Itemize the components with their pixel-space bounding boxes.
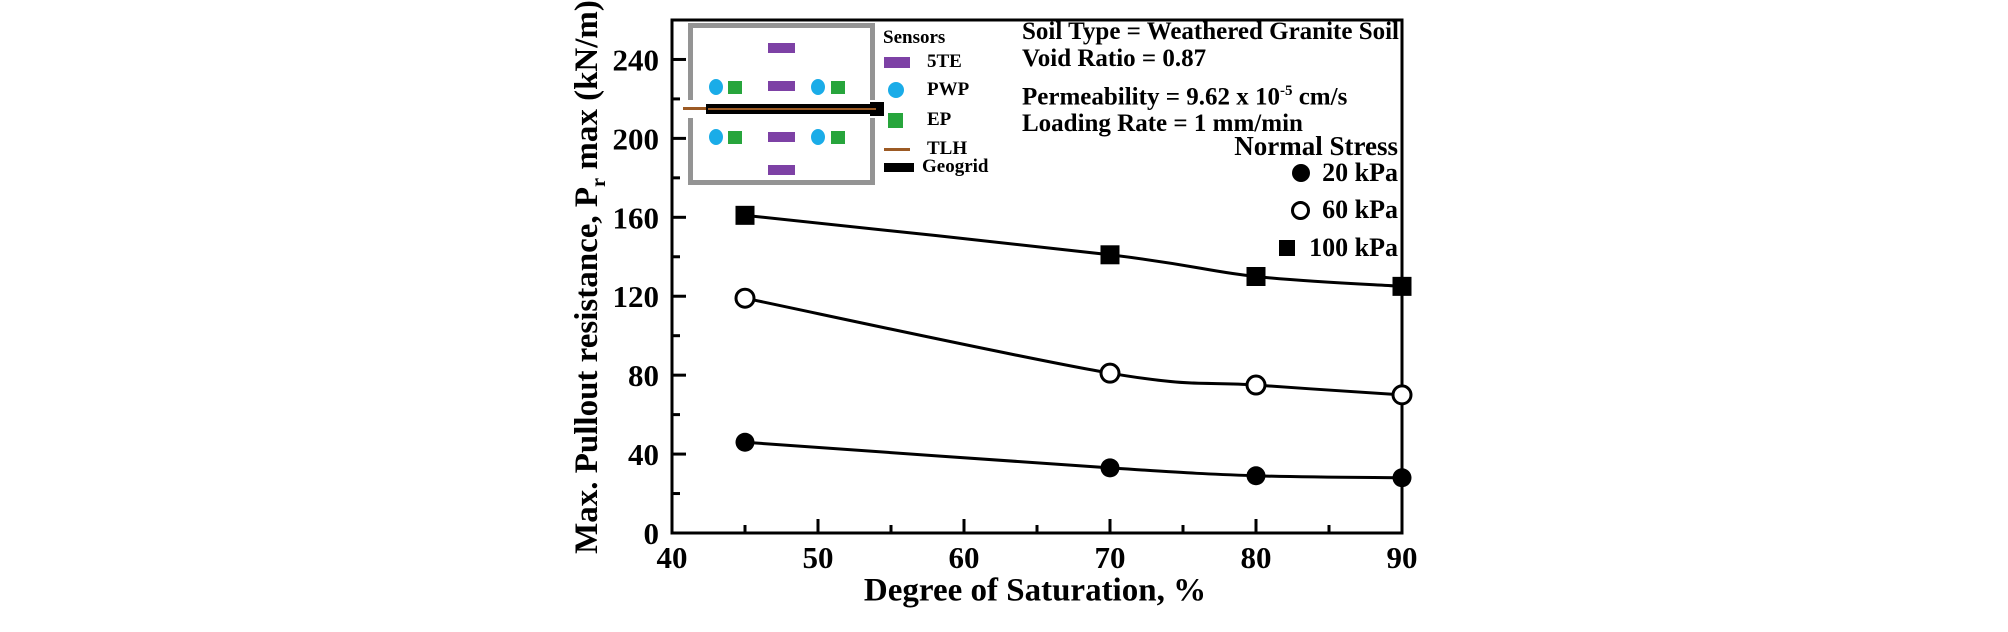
y-axis-label-subscript: r	[587, 177, 610, 187]
x-tick-label: 50	[803, 540, 834, 575]
sensor-legend-label: PWP	[927, 79, 970, 100]
soil-type-text: Soil Type = Weathered Granite Soil	[1022, 18, 1400, 45]
pwp-sensor-icon	[709, 129, 723, 145]
5te-sensor-icon	[768, 132, 795, 142]
filled-circle-marker	[1100, 458, 1120, 478]
series-20-kpa	[735, 432, 1412, 488]
y-tick-label: 40	[628, 437, 659, 472]
filled-square-marker	[1100, 245, 1120, 265]
pwp-sensor-icon	[709, 79, 723, 95]
series-60-kpa	[734, 287, 1413, 406]
series-100-kpa	[735, 205, 1412, 296]
series-line	[744, 440, 1403, 480]
x-tick-label: 80	[1241, 540, 1272, 575]
filled-circle-marker	[1392, 468, 1412, 488]
x-tick-label: 90	[1387, 540, 1418, 575]
y-tick-label: 0	[644, 516, 660, 551]
legend-label: 60 kPa	[1322, 195, 1398, 224]
purple-rect-icon	[884, 56, 910, 68]
x-tick-label: 60	[949, 540, 980, 575]
filled-circle-icon	[1292, 164, 1311, 182]
exponent: -5	[1279, 83, 1293, 99]
filled-square-marker	[735, 205, 755, 225]
geogrid-end-clamp-icon	[870, 102, 884, 116]
normal-stress-legend-title: Normal Stress	[1234, 131, 1398, 161]
legend-label: 100 kPa	[1309, 233, 1398, 262]
legend-item-20kpa: 20 kPa	[1292, 158, 1398, 187]
sensors-legend-title: Sensors	[883, 27, 946, 48]
legend-item-60kpa: 60 kPa	[1291, 195, 1398, 224]
5te-sensor-icon	[768, 81, 795, 91]
open-circle-marker	[1391, 384, 1413, 406]
brown-line-icon	[884, 147, 910, 151]
y-tick-label: 120	[613, 279, 660, 314]
void-ratio-text: Void Ratio = 0.87	[1022, 45, 1207, 72]
sensor-legend-label: 5TE	[927, 51, 962, 72]
open-circle-marker	[1245, 374, 1267, 396]
y-tick-label: 160	[613, 200, 660, 235]
pwp-sensor-icon	[811, 129, 825, 145]
black-bar-icon	[884, 162, 914, 172]
green-square-icon	[888, 112, 903, 128]
tlh-wire-on-geogrid-icon	[708, 108, 876, 110]
series-line	[744, 213, 1403, 288]
sensor-legend-item: TLH	[884, 138, 968, 159]
open-circle-marker	[734, 287, 756, 309]
5te-sensor-icon	[768, 165, 795, 175]
y-tick-label: 80	[628, 358, 659, 393]
y-axis-ticks: 0 40 80 120 160 200 240	[613, 42, 686, 551]
sensor-legend-label: EP	[927, 109, 952, 130]
filled-square-icon	[1279, 240, 1296, 256]
series-line	[744, 296, 1403, 397]
filled-circle-marker	[1246, 466, 1266, 486]
sensor-legend-label: Geogrid	[922, 156, 989, 177]
legend-label: 20 kPa	[1322, 158, 1398, 187]
permeability-text: Permeability = 9.62 x 10-5 cm/s	[1022, 83, 1348, 111]
ep-sensor-icon	[831, 81, 845, 94]
x-axis-label: Degree of Saturation, %	[863, 572, 1207, 609]
x-tick-label: 70	[1095, 540, 1126, 575]
filled-circle-marker	[735, 432, 755, 452]
sensor-legend-item: EP	[884, 109, 952, 130]
sensor-legend-item: Geogrid	[884, 156, 989, 177]
filled-square-marker	[1246, 267, 1266, 286]
open-circle-marker	[1099, 362, 1121, 384]
test-conditions: Soil Type = Weathered Granite Soil Void …	[1022, 18, 1399, 137]
ep-sensor-icon	[728, 131, 742, 144]
x-axis-ticks: 40 50 60 70 80 90	[657, 519, 1418, 575]
y-tick-label: 240	[613, 42, 660, 77]
pwp-sensor-icon	[811, 79, 825, 95]
open-circle-icon	[1291, 200, 1311, 220]
ep-sensor-icon	[728, 81, 742, 94]
y-tick-label: 200	[613, 121, 660, 156]
y-axis-label: Max. Pullout resistance, Pr max (kN/m)	[569, 0, 610, 554]
filled-square-marker	[1392, 276, 1412, 296]
blue-circle-icon	[888, 82, 904, 98]
legend-item-100kpa: 100 kPa	[1279, 233, 1398, 262]
loading-rate-text: Loading Rate = 1 mm/min	[1022, 110, 1303, 138]
sensor-legend-item: 5TE	[884, 51, 962, 72]
sensor-legend-item: PWP	[884, 79, 970, 100]
ep-sensor-icon	[831, 131, 845, 144]
x-tick-label: 40	[657, 540, 688, 575]
5te-sensor-icon	[768, 43, 795, 53]
sensor-legend-label: TLH	[927, 138, 968, 159]
